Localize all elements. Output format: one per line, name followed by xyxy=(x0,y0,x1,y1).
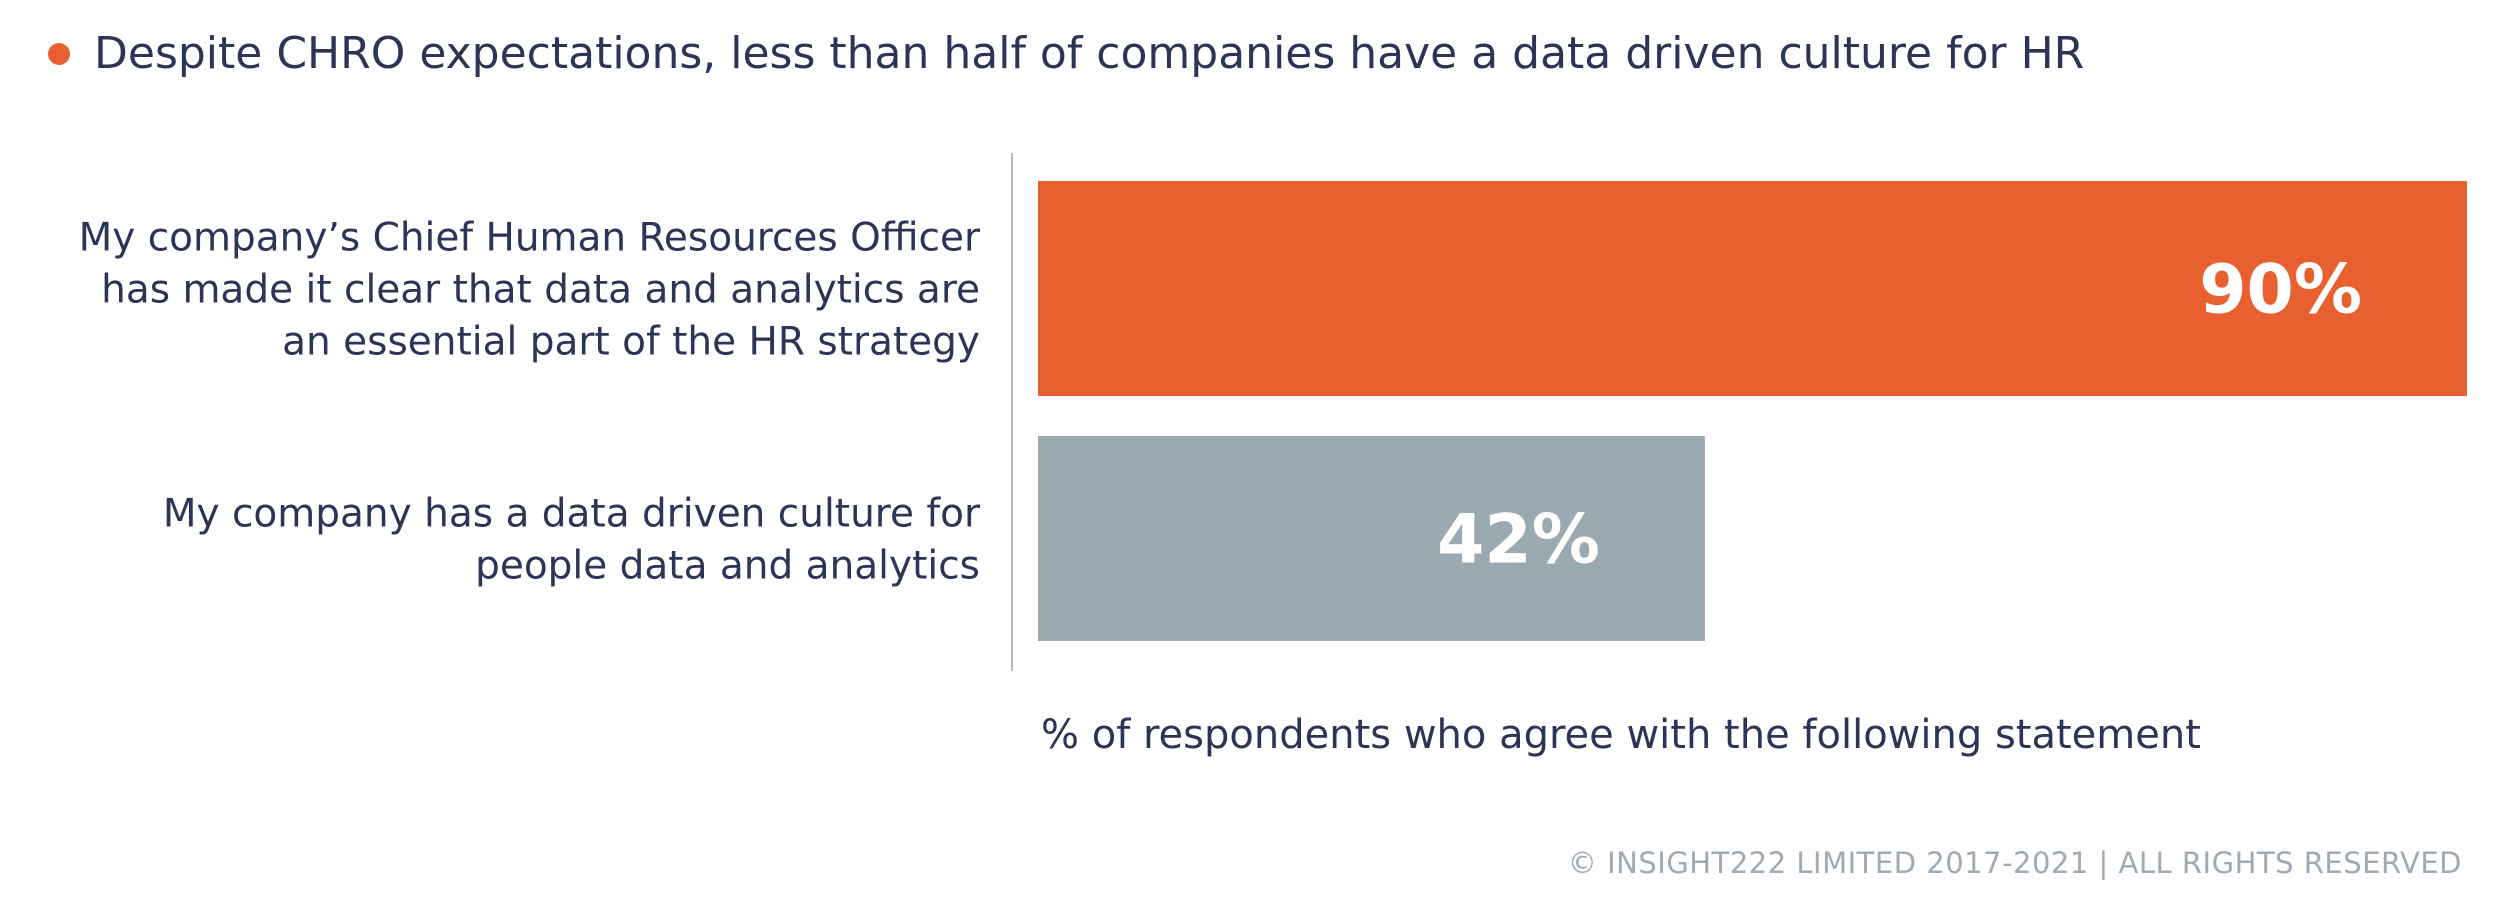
x-axis-caption: % of respondents who agree with the foll… xyxy=(1041,712,2201,758)
category-label-1-line-1: My company’s Chief Human Resources Offic… xyxy=(79,216,981,261)
bullet-dot-icon xyxy=(48,42,70,65)
bar-2 xyxy=(1038,436,1705,641)
headline: Despite CHRO expectations, less than hal… xyxy=(48,28,2084,79)
headline-text: Despite CHRO expectations, less than hal… xyxy=(94,28,2085,79)
category-label-1-line-2: has made it clear that data and analytic… xyxy=(101,268,980,313)
bar-value-label-1: 90% xyxy=(2199,251,2362,330)
category-label-1-line-3: an essential part of the HR strategy xyxy=(282,320,980,365)
copyright-footer: © INSIGHT222 LIMITED 2017-2021 | ALL RIG… xyxy=(1567,846,2462,880)
bar-1 xyxy=(1038,181,2467,396)
category-label-2-line-1: My company has a data driven culture for xyxy=(163,492,981,537)
bar-value-label-2: 42% xyxy=(1437,501,1600,580)
category-label-2-line-2: people data and analytics xyxy=(475,544,980,589)
